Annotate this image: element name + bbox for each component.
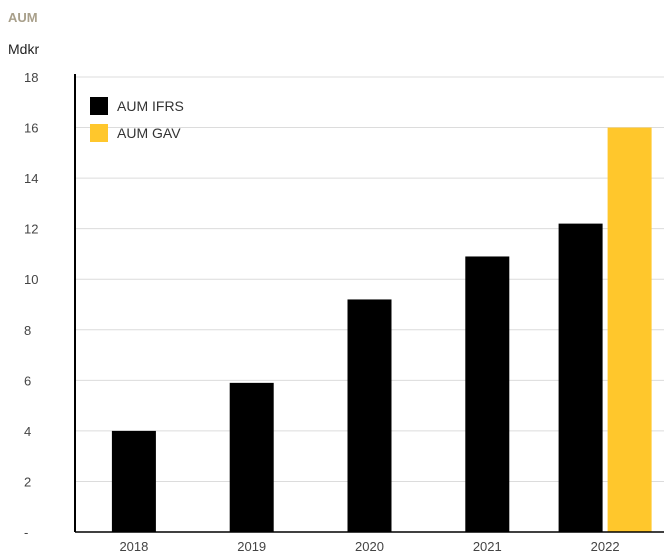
legend: AUM IFRS AUM GAV [90,97,184,142]
legend-swatch [90,97,108,115]
bars [111,127,652,533]
y-tick-label: 12 [24,222,38,237]
x-tick-label: 2021 [473,539,502,554]
y-tick-label: 18 [24,70,38,85]
y-tick-label: 14 [24,171,38,186]
axes [74,74,664,533]
x-tick-labels: 2018 2019 2020 2021 2022 [119,539,619,554]
x-tick-label: 2018 [119,539,148,554]
x-tick-label: 2020 [355,539,384,554]
x-tick-label: 2019 [237,539,266,554]
bar-aum-gav-2022 [607,127,652,533]
y-tick-label: - [24,525,28,540]
y-tick-labels: - 2 4 6 8 10 12 14 16 18 [24,70,38,540]
y-tick-label: 10 [24,272,38,287]
legend-label: AUM GAV [117,125,181,141]
bar-aum-ifrs-2021 [465,256,510,532]
y-tick-label: 8 [24,323,31,338]
y-tick-label: 2 [24,474,31,489]
x-tick-label: 2022 [591,539,620,554]
y-tick-label: 16 [24,121,38,136]
y-tick-label: 6 [24,373,31,388]
y-axis-unit-label: Mdkr [8,41,40,57]
y-tick-label: 4 [24,424,31,439]
legend-swatch [90,124,108,142]
bar-aum-ifrs-2020 [347,299,392,532]
chart-title: AUM [8,10,38,25]
bar-aum-ifrs-2019 [229,382,274,532]
bar-aum-ifrs-2022 [558,223,603,532]
legend-label: AUM IFRS [117,98,184,114]
bar-aum-ifrs-2018 [111,430,156,532]
